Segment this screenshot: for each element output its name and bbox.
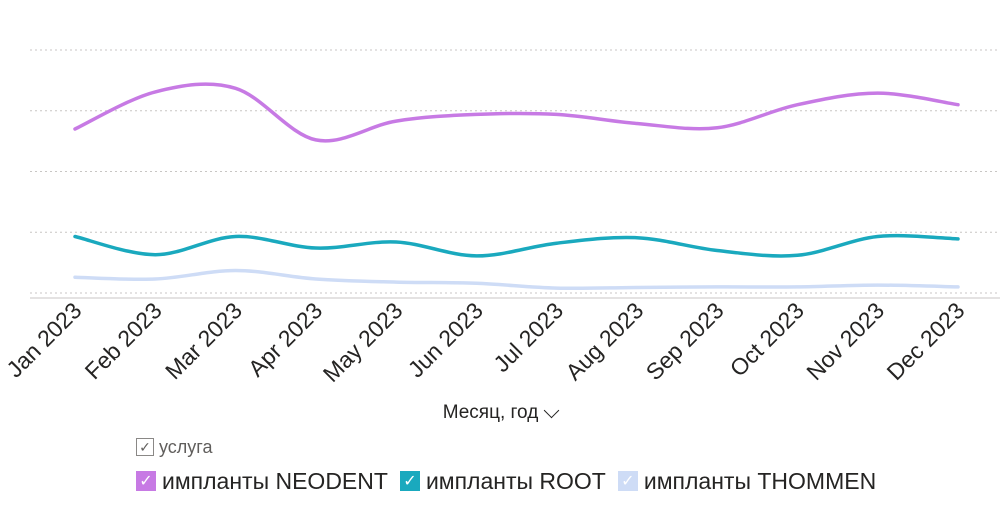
legend-check-icon[interactable]: ✓ xyxy=(399,471,420,491)
x-tick-label: Sep 2023 xyxy=(641,297,729,385)
x-tick-label: Jul 2023 xyxy=(488,297,568,377)
x-tick-label: Oct 2023 xyxy=(725,297,809,381)
legend-item-root[interactable]: ✓ импланты ROOT xyxy=(399,467,606,495)
legend-item-thommen[interactable]: ✓ импланты THOMMEN xyxy=(617,467,877,495)
x-tick-label: Nov 2023 xyxy=(801,297,889,385)
x-axis-title-text: Месяц, год xyxy=(442,402,539,423)
series-line-2[interactable] xyxy=(73,233,960,258)
legend-check-icon[interactable]: ✓ xyxy=(617,471,638,491)
legend-check-icon[interactable]: ✓ xyxy=(136,471,156,491)
x-axis-title[interactable]: Месяц, год xyxy=(0,400,1000,426)
legend-label: импланты ROOT xyxy=(425,467,606,494)
x-tick-label: Mar 2023 xyxy=(160,297,247,384)
series-lines xyxy=(73,82,960,291)
x-tick-label: Jan 2023 xyxy=(1,297,86,382)
x-tick-label: Dec 2023 xyxy=(882,297,970,385)
gridlines xyxy=(30,49,1000,294)
series-line-1[interactable] xyxy=(73,82,960,143)
legend-label: импланты THOMMEN xyxy=(643,467,877,494)
legend-item-neodent[interactable]: ✓ импланты NEODENT xyxy=(136,468,388,495)
x-tick-label: Apr 2023 xyxy=(243,297,327,381)
x-tick-label: May 2023 xyxy=(318,297,408,387)
checkbox-icon[interactable]: ✓ xyxy=(136,438,154,456)
legend-title[interactable]: ✓ услуга xyxy=(136,436,212,458)
legend: ✓ импланты NEODENT ✓ импланты ROOT ✓ имп… xyxy=(136,466,888,496)
legend-title-text: услуга xyxy=(159,436,213,457)
x-tick-label: Feb 2023 xyxy=(80,297,167,384)
x-tick-label: Jun 2023 xyxy=(403,297,488,382)
legend-label: импланты NEODENT xyxy=(162,467,388,494)
chevron-down-icon[interactable] xyxy=(544,402,560,418)
x-tick-label: Aug 2023 xyxy=(560,297,648,385)
series-line-3[interactable] xyxy=(73,268,960,291)
